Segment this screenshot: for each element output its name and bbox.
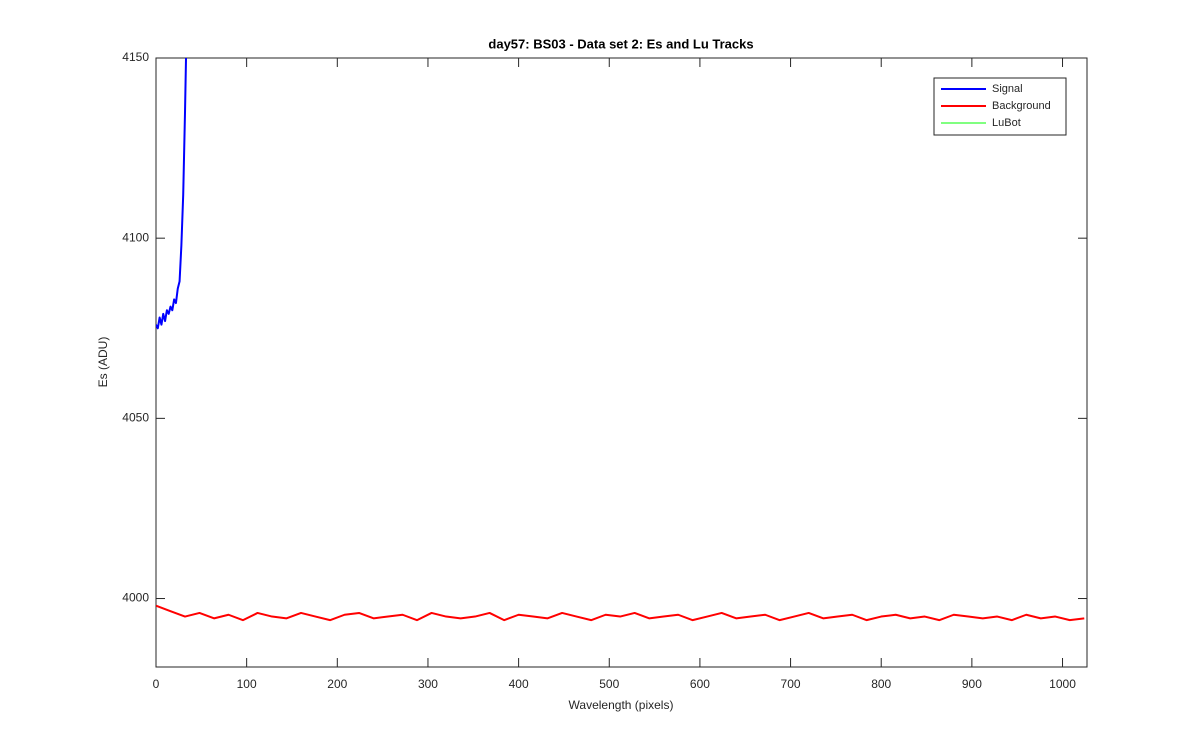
legend-label: Background bbox=[992, 100, 1051, 112]
x-tick-label: 700 bbox=[781, 677, 801, 691]
chart-title: day57: BS03 - Data set 2: Es and Lu Trac… bbox=[488, 36, 753, 51]
x-tick-label: 200 bbox=[327, 677, 347, 691]
x-tick-label: 300 bbox=[418, 677, 438, 691]
x-tick-label: 900 bbox=[962, 677, 982, 691]
x-tick-label: 500 bbox=[599, 677, 619, 691]
x-tick-label: 100 bbox=[237, 677, 257, 691]
y-axis-label: Es (ADU) bbox=[96, 337, 110, 388]
x-tick-label: 800 bbox=[871, 677, 891, 691]
lines bbox=[156, 58, 1085, 622]
series-line bbox=[156, 604, 1085, 622]
x-tick-label: 600 bbox=[690, 677, 710, 691]
x-tick-label: 0 bbox=[153, 677, 160, 691]
y-tick-label: 4000 bbox=[122, 591, 149, 605]
legend-label: Signal bbox=[992, 83, 1023, 95]
x-tick-label: 1000 bbox=[1049, 677, 1076, 691]
plot-area bbox=[155, 57, 1088, 668]
x-tick-label: 400 bbox=[509, 677, 529, 691]
y-tick-label: 4150 bbox=[122, 50, 149, 64]
y-tick-label: 4050 bbox=[122, 411, 149, 425]
series-line bbox=[156, 58, 188, 330]
legend-label: LuBot bbox=[992, 117, 1021, 129]
y-tick-label: 4100 bbox=[122, 230, 149, 244]
x-axis-label: Wavelength (pixels) bbox=[569, 698, 674, 712]
